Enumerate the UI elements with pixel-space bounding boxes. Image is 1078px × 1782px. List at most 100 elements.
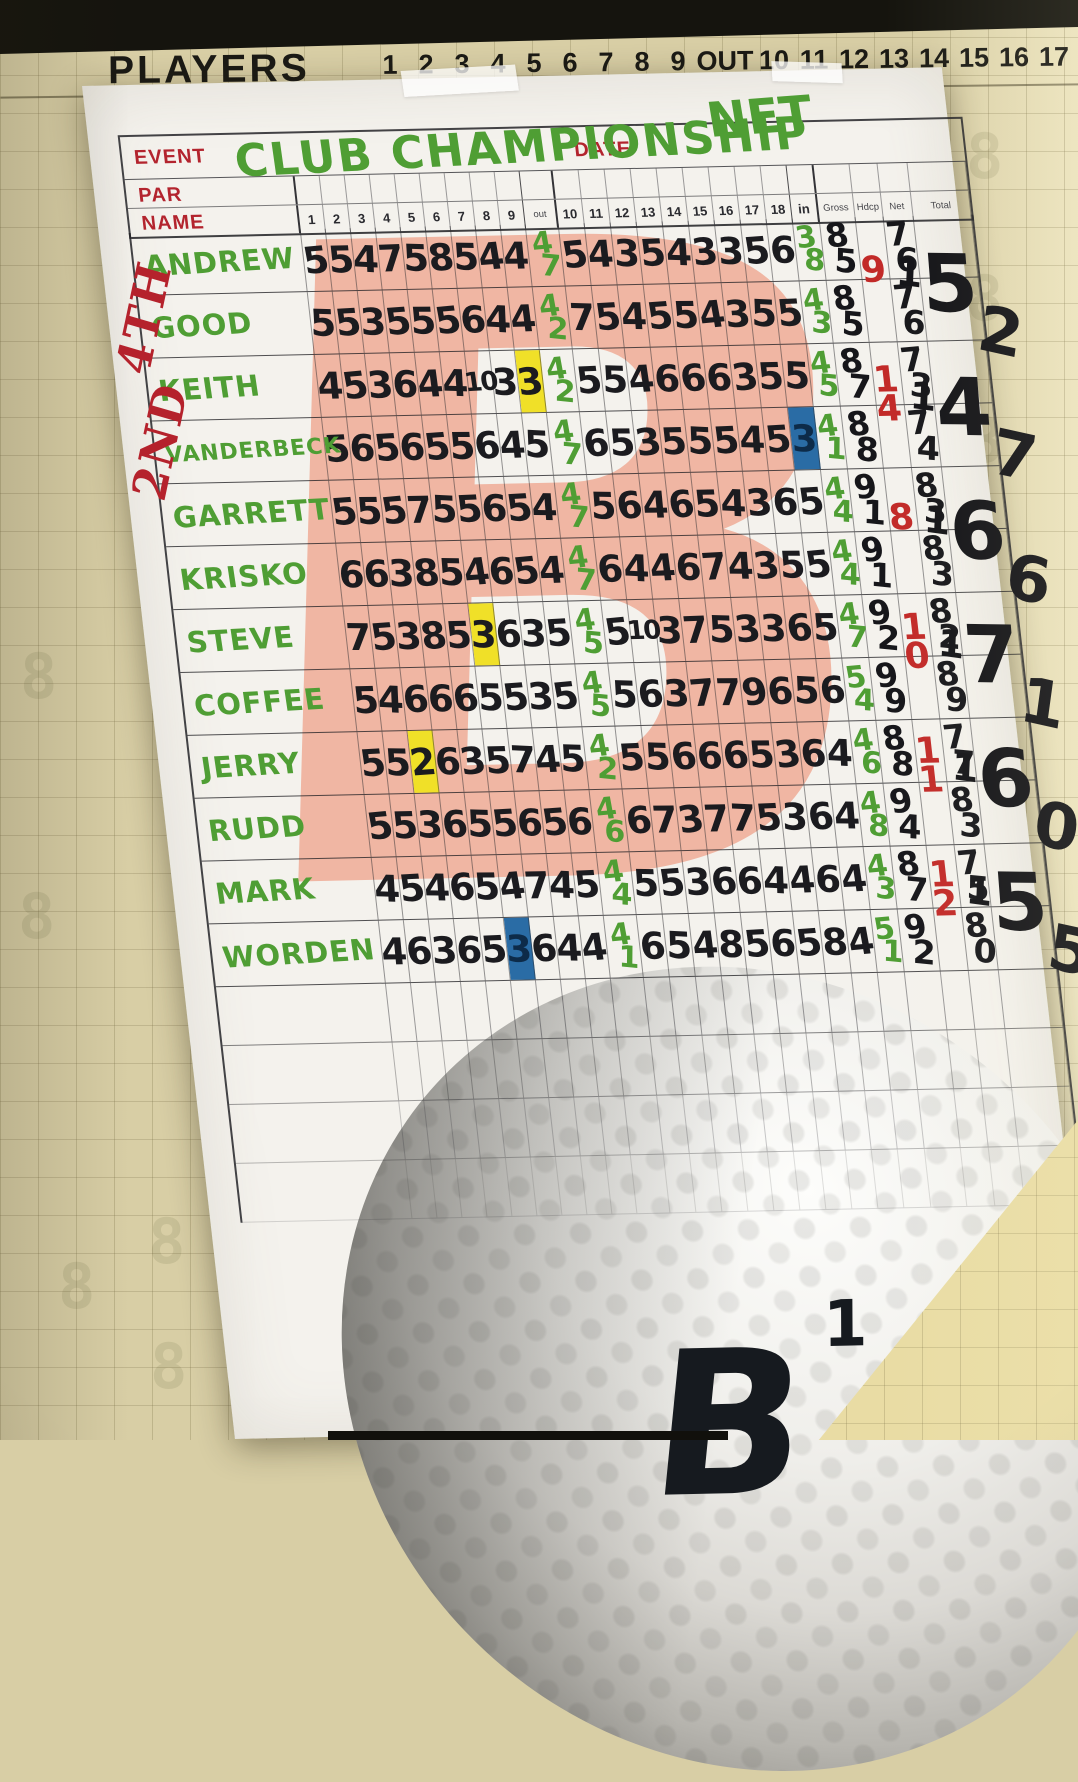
player-name-cell: MARK xyxy=(201,857,379,924)
hole-score: 3 xyxy=(789,416,819,460)
empty-cell xyxy=(235,1160,413,1222)
par-cell xyxy=(682,167,712,196)
hole-score: 5 xyxy=(792,668,821,713)
par-cell xyxy=(519,170,556,200)
hole-score: 6 xyxy=(637,924,669,968)
total-net-score: 166 xyxy=(922,484,1056,622)
player-name-cell: COFFEE xyxy=(180,669,358,735)
hole-score: 6 xyxy=(798,731,829,775)
player-name: WORDEN xyxy=(220,932,378,975)
hole-score: 6 xyxy=(770,479,800,524)
empty-cell xyxy=(215,983,393,1046)
bridgestone-logo-b: B xyxy=(641,1306,818,1544)
board-ghost-digit: 8 xyxy=(58,1250,96,1323)
par-cell xyxy=(552,170,582,199)
ball-number: 1 xyxy=(822,1287,868,1363)
bridgestone-logo: B 1 xyxy=(642,1288,868,1544)
par-cell xyxy=(578,169,608,199)
par-cell xyxy=(877,163,911,192)
hole-score: 5 xyxy=(691,481,723,526)
par-cell xyxy=(734,166,764,195)
hole-score: 5 xyxy=(782,353,811,398)
empty-cell xyxy=(1005,1027,1070,1087)
hole-score: 4 xyxy=(761,858,790,903)
player-name-cell: KRISKO xyxy=(166,543,344,610)
player-name: GARRETT xyxy=(170,491,333,535)
board-col-label: 18 xyxy=(1074,41,1078,72)
net-scoring-value: NET xyxy=(702,85,817,149)
hole-score: 8 xyxy=(716,922,745,966)
player-name: STEVE xyxy=(184,619,297,660)
player-name-cell: WORDEN xyxy=(208,920,386,987)
total-net-score: 155 xyxy=(964,855,1078,993)
hole-score: 4 xyxy=(831,793,862,838)
par-cell xyxy=(786,165,817,194)
handicap-value: 8 xyxy=(886,496,917,539)
hole-score: 5 xyxy=(658,419,690,463)
hole-score: 4 xyxy=(529,485,560,529)
hole-score: 4 xyxy=(622,545,650,591)
hole-score: 7 xyxy=(701,796,732,841)
player-name: MARK xyxy=(212,871,318,911)
player-name-cell: STEVE xyxy=(173,606,351,672)
total-net-score: 152 xyxy=(894,237,1028,374)
total-net-score: 147 xyxy=(908,360,1042,498)
hole-score: 6 xyxy=(764,669,796,713)
total-net-score: 171 xyxy=(936,608,1070,745)
hole-score: 3 xyxy=(722,292,753,336)
hole-score: 5 xyxy=(643,734,672,779)
par-cell xyxy=(849,163,881,193)
player-name: COFFEE xyxy=(191,681,328,723)
hole-score: 5 xyxy=(600,357,630,402)
board-col-label: 15 xyxy=(958,42,990,73)
hole-score: 3 xyxy=(780,794,809,839)
hole-score: 4 xyxy=(825,730,854,775)
tape-strip xyxy=(771,61,843,84)
player-name: VANDERBECK xyxy=(164,432,344,468)
par-cell xyxy=(656,167,686,197)
board-col-label: 16 xyxy=(998,42,1030,73)
board-ghost-digit: 8 xyxy=(20,640,58,713)
par-label: PAR xyxy=(137,183,184,207)
hole-score: 5 xyxy=(749,291,778,336)
event-label: EVENT xyxy=(132,145,208,169)
hole-score: 6 xyxy=(673,545,703,589)
board-bottom-rail xyxy=(328,1431,728,1440)
empty-cell xyxy=(229,1101,406,1163)
par-cell xyxy=(604,169,634,198)
hole-score: 5 xyxy=(810,605,841,649)
hole-score: 3 xyxy=(655,608,684,653)
par-cell xyxy=(813,164,853,193)
